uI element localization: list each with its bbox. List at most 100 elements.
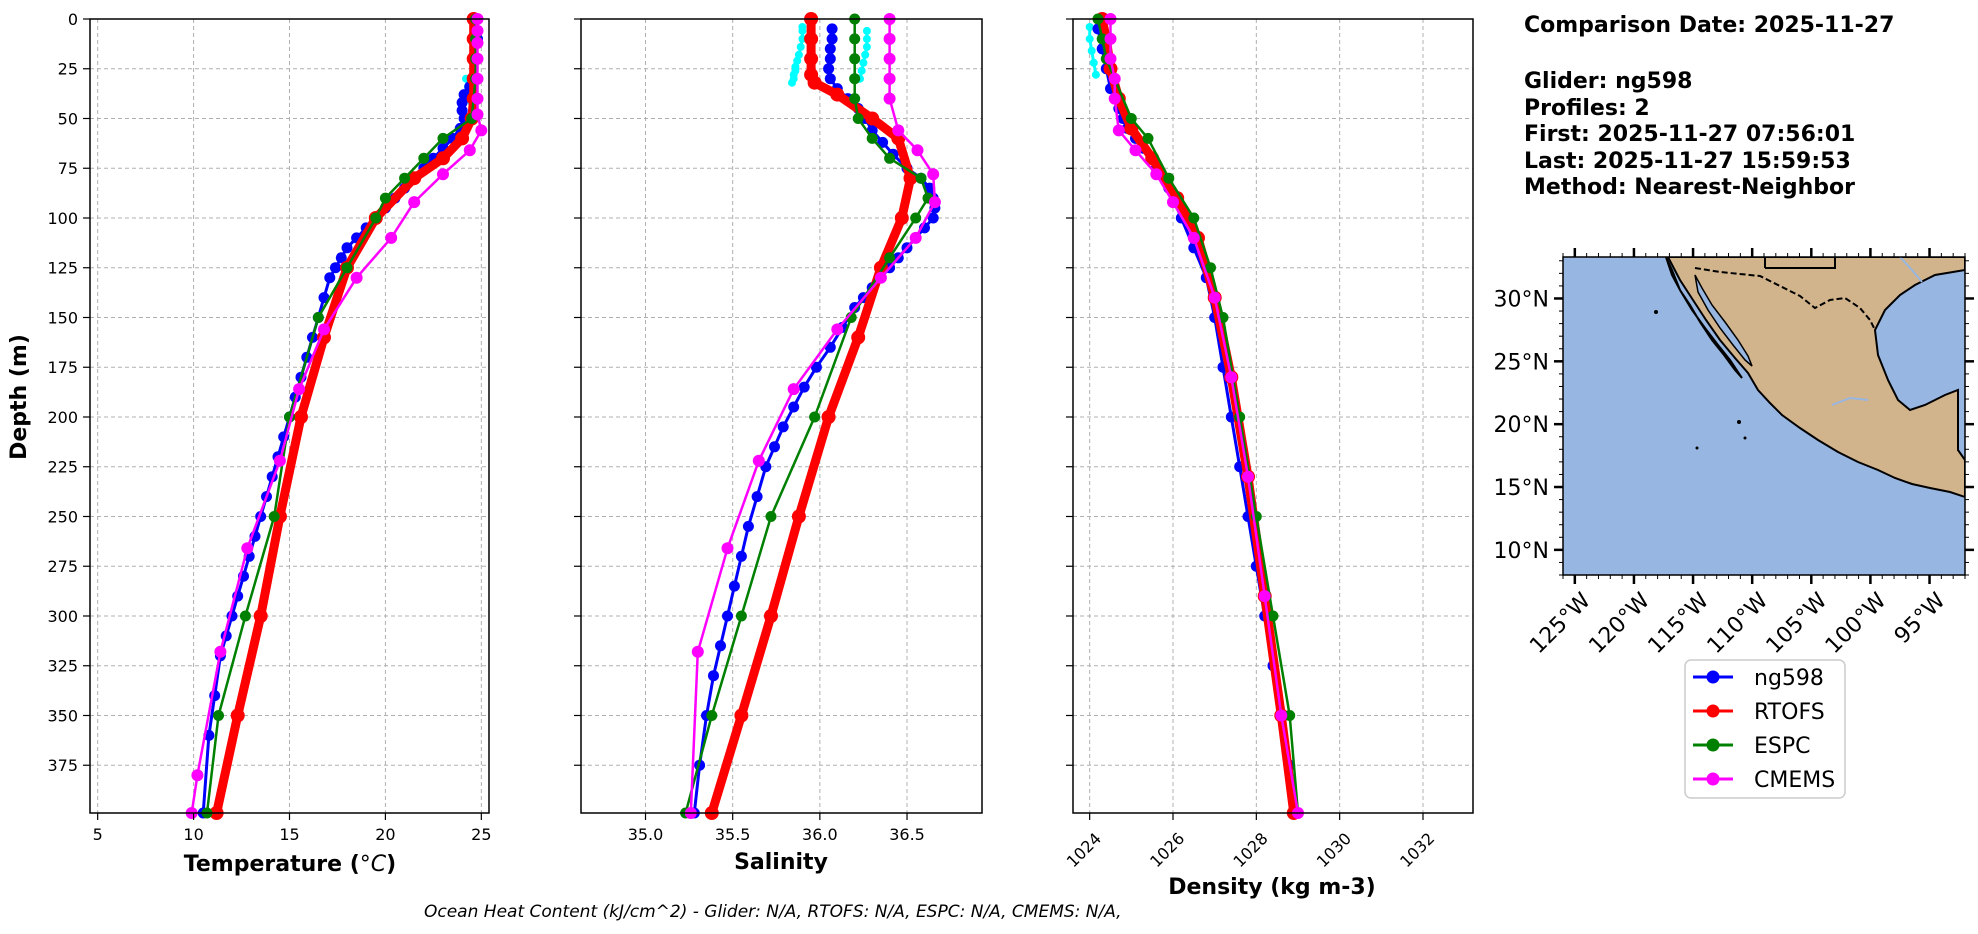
data-point-ESPC: [706, 710, 718, 721]
data-point-ESPC: [849, 73, 861, 85]
data-point-glider-raw: [1091, 70, 1100, 79]
data-point-CMEMS: [883, 52, 896, 65]
data-point-RTOFS: [821, 410, 836, 424]
data-point-ESPC: [910, 212, 922, 224]
legend-label-ng598: ng598: [1754, 666, 1824, 691]
data-point-ESPC: [1125, 113, 1137, 124]
data-point-glider-raw: [1085, 34, 1094, 43]
x-tick-label: 1028: [1229, 829, 1271, 871]
plot-frame: [580, 18, 983, 814]
data-point-RTOFS: [851, 330, 866, 345]
data-point-ESPC: [852, 113, 864, 124]
legend-label-cmems: CMEMS: [1754, 768, 1835, 793]
data-point-CMEMS: [1258, 590, 1271, 603]
data-point-ng598: [728, 580, 740, 592]
data-point-CMEMS: [471, 36, 484, 49]
data-point-ng598: [826, 23, 838, 35]
data-point-CMEMS: [1129, 144, 1142, 157]
data-point-CMEMS: [691, 645, 704, 658]
data-point-ESPC: [1142, 132, 1154, 144]
depth-axis-label: Depth (m): [7, 334, 32, 460]
data-point-ng598: [798, 381, 810, 393]
data-point-glider-raw: [1087, 46, 1096, 55]
data-point-ESPC: [379, 192, 391, 204]
ocean-heat-content-note: Ocean Heat Content (kJ/cm^2) - Glider: N…: [424, 902, 1122, 922]
map-lat-label: 25°N: [1494, 350, 1549, 375]
x-tick-label: 35.0: [628, 825, 664, 844]
legend: ng598 RTOFS ESPC CMEMS: [1684, 659, 1846, 799]
data-point-CMEMS: [1208, 291, 1221, 304]
data-point-ESPC: [809, 411, 821, 423]
data-point-CMEMS: [1167, 196, 1179, 209]
data-point-ng598: [708, 670, 719, 682]
data-point-glider-raw-2: [859, 58, 868, 67]
data-point-ESPC: [268, 511, 280, 522]
data-point-ESPC: [884, 152, 896, 164]
x-tick-label: 1030: [1313, 829, 1355, 871]
data-point-CMEMS: [471, 72, 484, 85]
x-tick-label: 1032: [1396, 829, 1438, 871]
density-panel: 1024 1026 1028 1030 1032: [1063, 12, 1474, 871]
data-point-RTOFS: [230, 708, 245, 723]
last-profile-time: Last: 2025-11-27 15:59:53: [1524, 149, 1851, 174]
data-point-glider-raw-2: [862, 26, 871, 35]
data-point-CMEMS: [1108, 72, 1121, 85]
data-point-ESPC: [312, 312, 324, 323]
legend-marker-cmems: [1706, 772, 1720, 786]
y-tick-label: 75: [58, 159, 78, 178]
data-point-ng598: [341, 242, 353, 254]
series-CMEMS: [1104, 13, 1304, 819]
data-point-CMEMS: [883, 72, 896, 85]
series-line-RTOFS: [212, 19, 479, 814]
data-point-CMEMS: [1187, 231, 1200, 244]
y-tick-label: 350: [47, 706, 78, 725]
data-point-ESPC: [418, 152, 430, 164]
data-point-glider-raw: [1085, 23, 1094, 31]
y-tick-label: 0: [68, 10, 78, 29]
map-island: [1737, 420, 1741, 424]
data-point-ESPC: [213, 710, 224, 721]
data-point-CMEMS: [191, 769, 204, 782]
y-tick-label: 25: [58, 60, 78, 79]
data-point-ng598: [324, 272, 336, 284]
series-ESPC: [1092, 13, 1304, 819]
map-lon-label: 105°W: [1762, 588, 1833, 659]
data-point-ng598: [810, 361, 822, 373]
data-point-ng598: [927, 212, 939, 224]
data-point-ng598: [824, 73, 836, 85]
data-point-CMEMS: [1275, 709, 1288, 722]
density-axis-label: Density (kg m-3): [1168, 875, 1376, 900]
interpolation-method: Method: Nearest-Neighbor: [1524, 175, 1855, 200]
profile-count: Profiles: 2: [1524, 96, 1650, 121]
data-point-ng598: [823, 63, 835, 75]
salinity-panel: 35.0 35.5 36.0 36.5: [574, 12, 983, 844]
series-line-ng598: [1096, 28, 1296, 814]
data-point-ng598: [456, 97, 468, 109]
x-tick-label: 36.5: [889, 825, 925, 844]
map-lon-label: 120°W: [1584, 588, 1655, 659]
map-lat-label: 30°N: [1494, 287, 1549, 312]
data-point-CMEMS: [721, 542, 734, 555]
data-point-RTOFS: [865, 111, 880, 126]
map-island: [1743, 436, 1747, 440]
data-point-ng598: [735, 550, 747, 562]
data-point-ESPC: [239, 610, 251, 622]
data-point-ng598: [824, 53, 836, 65]
legend-label-rtofs: RTOFS: [1754, 700, 1825, 725]
map-lat-label: 15°N: [1494, 476, 1549, 501]
data-point-CMEMS: [1225, 371, 1238, 384]
data-point-CMEMS: [883, 32, 896, 45]
plot-frame: [1072, 18, 1474, 814]
data-point-ESPC: [849, 53, 861, 65]
y-tick-label: 275: [47, 557, 78, 576]
data-point-CMEMS: [1104, 32, 1117, 45]
data-point-ng598: [751, 491, 763, 503]
data-point-glider-raw-2: [857, 66, 866, 75]
data-point-glider-raw-2: [862, 34, 871, 43]
y-tick-label: 175: [47, 358, 78, 377]
legend-label-espc: ESPC: [1754, 734, 1811, 759]
data-point-CMEMS: [1112, 124, 1125, 137]
data-point-ng598: [769, 441, 780, 453]
data-point-CMEMS: [1108, 92, 1121, 105]
